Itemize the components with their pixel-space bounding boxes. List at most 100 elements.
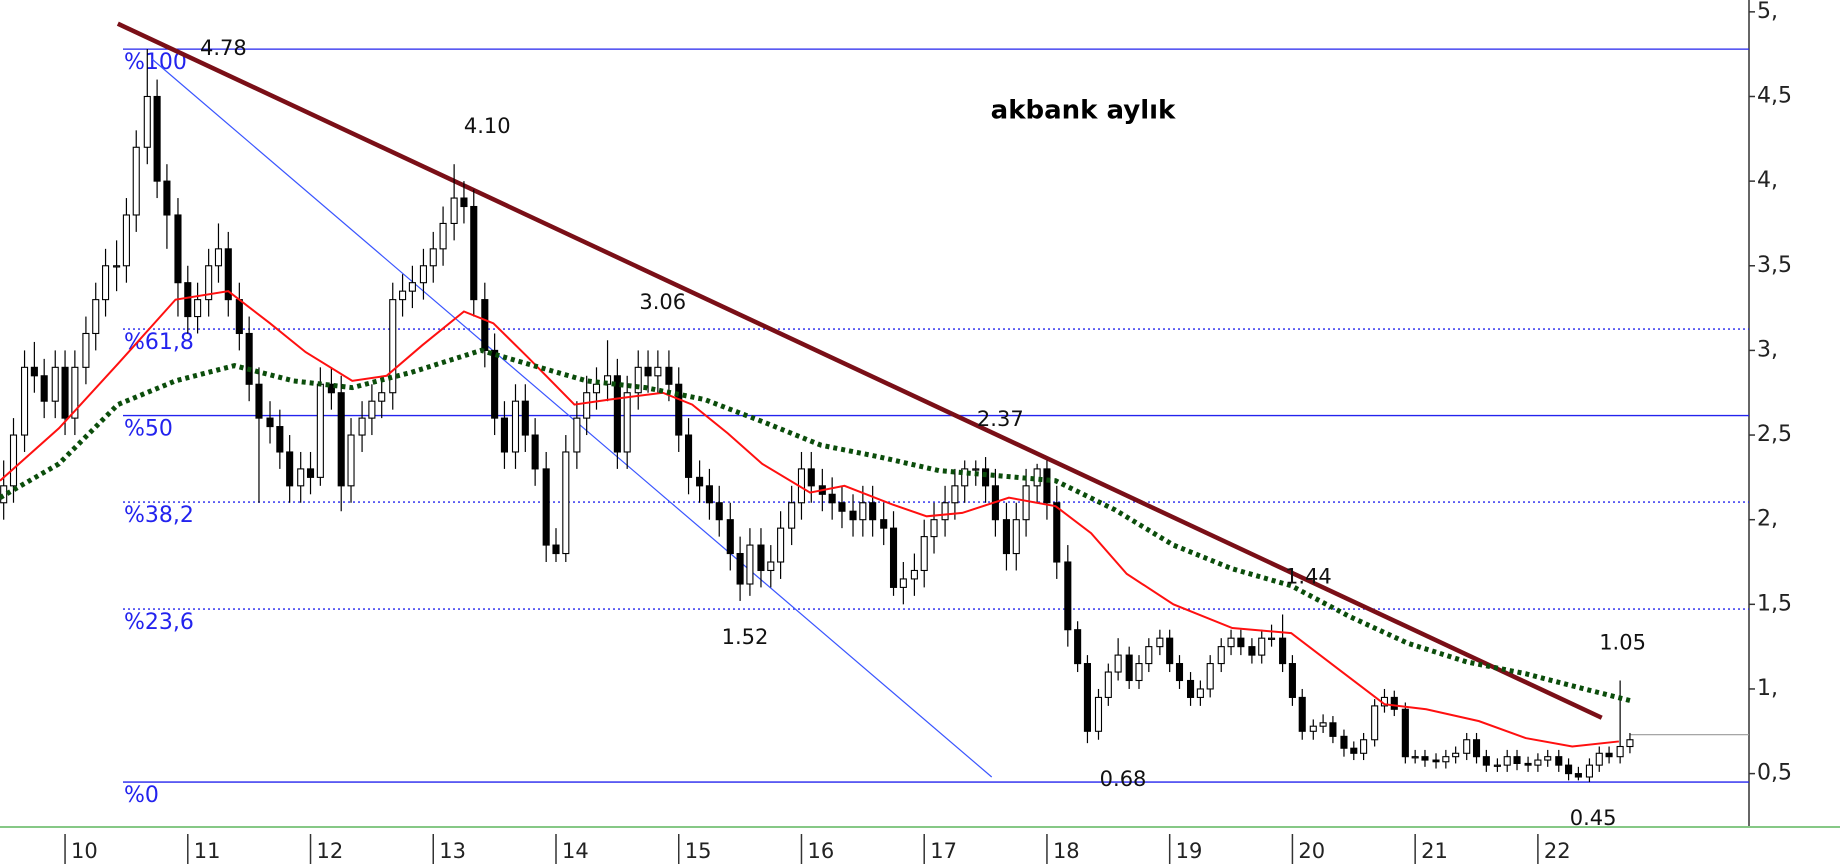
x-tick-label: 10: [71, 839, 98, 863]
candle-body: [255, 383, 263, 419]
y-tick-label: 4,: [1757, 168, 1778, 193]
candle-body: [102, 265, 110, 301]
candle-body: [1595, 752, 1603, 766]
x-tick-label: 22: [1544, 839, 1571, 863]
candle-body: [491, 349, 499, 419]
candle-body: [1288, 663, 1296, 698]
candle-body: [358, 417, 366, 436]
candle-body: [531, 434, 539, 470]
annotation: 0.68: [1100, 767, 1147, 791]
candle-body: [30, 366, 38, 377]
x-tick-label: 19: [1176, 839, 1203, 863]
x-tick-label: 20: [1298, 839, 1325, 863]
candle-body: [439, 222, 447, 250]
candle-body: [1493, 764, 1501, 767]
candle-body: [807, 468, 815, 487]
candle-body: [665, 366, 673, 385]
candle-body: [1104, 671, 1112, 698]
candle-body: [880, 519, 888, 529]
candle-body: [1401, 708, 1409, 758]
candle-body: [1217, 646, 1225, 665]
candle-body: [327, 383, 335, 394]
candle-body: [1022, 485, 1030, 521]
x-tick-label: 21: [1421, 839, 1448, 863]
candle-body: [0, 485, 8, 504]
x-tick-label: 13: [439, 839, 466, 863]
candle-body: [972, 468, 980, 471]
moving-average: [0, 290, 1620, 748]
candle-body: [143, 95, 151, 148]
candle-body: [368, 400, 376, 419]
fib-label: %0: [124, 783, 159, 808]
candle-body: [1196, 688, 1204, 698]
candle-body: [337, 392, 345, 487]
candle-body: [194, 299, 202, 318]
candle-body: [859, 502, 867, 521]
candle-body: [450, 197, 458, 224]
candle-body: [276, 426, 284, 453]
trendline: [151, 58, 993, 778]
candle-body: [1309, 725, 1317, 732]
y-tick-label: 4,5: [1757, 83, 1792, 108]
candle-body: [214, 248, 223, 267]
candle-body: [1463, 739, 1471, 754]
y-tick-label: 3,: [1757, 337, 1778, 362]
candle-body: [92, 299, 100, 335]
candle-body: [1319, 722, 1327, 727]
candle-body: [1248, 646, 1256, 656]
y-tick-label: 2,5: [1757, 422, 1792, 447]
candle-body: [1227, 637, 1235, 648]
annotation: 3.06: [639, 290, 686, 314]
candle-body: [40, 375, 48, 402]
candle-body: [623, 392, 631, 453]
candle-body: [163, 180, 171, 216]
candle-body: [573, 417, 581, 453]
candle-body: [920, 536, 928, 572]
candle-body: [1503, 756, 1511, 766]
candle-body: [347, 434, 355, 487]
candle-body: [788, 502, 796, 529]
candle-body: [1524, 762, 1532, 766]
candle-body: [1360, 739, 1368, 754]
candle-body: [685, 434, 693, 478]
candle-body: [899, 578, 907, 588]
candle-body: [153, 95, 161, 182]
x-tick-label: 12: [317, 839, 344, 863]
annotation: 0.45: [1570, 806, 1617, 830]
candle-body: [235, 299, 243, 335]
candle-body: [1053, 502, 1061, 563]
candle-body: [286, 451, 294, 487]
candle-body: [1186, 679, 1195, 698]
candle-body: [1329, 722, 1337, 737]
candle-body: [1114, 654, 1122, 673]
candle-body: [245, 332, 253, 385]
candle-body: [1605, 752, 1613, 758]
candle-body: [1452, 752, 1460, 758]
annotation: 1.05: [1599, 630, 1646, 654]
candle-body: [1350, 747, 1358, 754]
candle-body: [132, 146, 140, 216]
candle-body: [1555, 756, 1563, 766]
candle-body: [654, 366, 662, 377]
fib-label: %50: [124, 417, 173, 442]
candle-body: [9, 434, 18, 487]
candle-body: [1145, 646, 1153, 665]
candle-body: [634, 366, 642, 394]
candle-body: [726, 519, 734, 555]
candle-body: [1094, 696, 1103, 732]
y-tick-label: 2,: [1757, 507, 1778, 532]
candle-body: [562, 451, 570, 555]
candle-body: [1237, 637, 1245, 648]
candle-body: [470, 205, 478, 301]
candle-body: [71, 366, 79, 419]
annotation: 4.10: [464, 114, 511, 138]
candle-body: [511, 400, 520, 453]
candle-body: [930, 519, 938, 538]
candle-body: [736, 552, 744, 585]
candle-body: [389, 299, 397, 394]
candle-body: [316, 383, 324, 478]
candle-body: [1626, 739, 1634, 748]
candle-body: [1482, 756, 1490, 766]
candle-body: [1565, 764, 1573, 775]
